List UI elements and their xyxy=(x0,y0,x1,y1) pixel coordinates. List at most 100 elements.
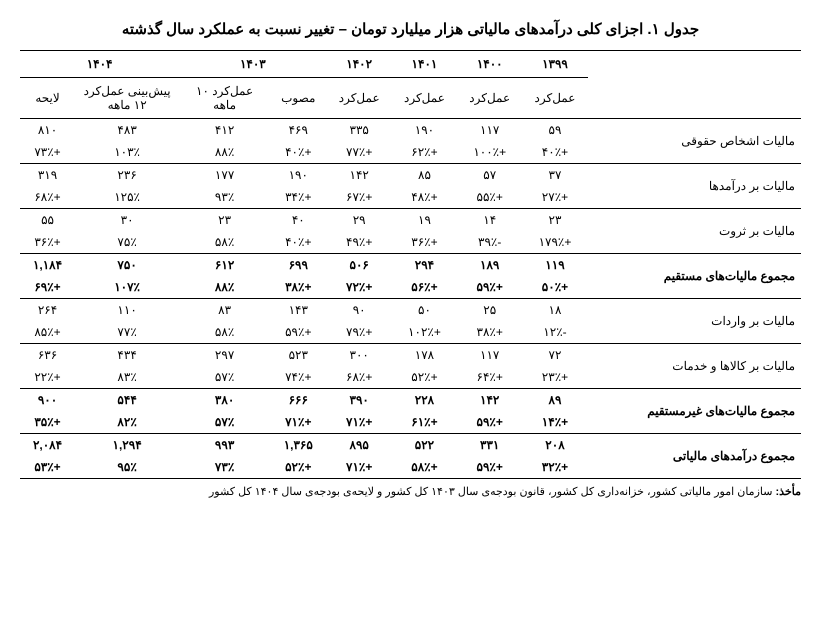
cell-value: ۱۴۳ xyxy=(270,299,327,322)
cell-pct: +۵۲٪ xyxy=(270,456,327,479)
cell-pct: +۷۱٪ xyxy=(270,411,327,434)
tax-table: ۱۳۹۹ ۱۴۰۰ ۱۴۰۱ ۱۴۰۲ ۱۴۰۳ ۱۴۰۴ عمل‌کرد عم… xyxy=(20,50,801,479)
cell-pct: -۱۲٪ xyxy=(522,321,587,344)
cell-value: ۴۰ xyxy=(270,209,327,232)
cell-pct: +۳۲٪ xyxy=(522,456,587,479)
footnote: مأخذ: سازمان امور مالیاتی کشور، خزانه‌دا… xyxy=(20,485,801,498)
table-body: مالیات اشخاص حقوقی۵۹۱۱۷۱۹۰۳۳۵۴۶۹۴۱۲۴۸۳۸۱… xyxy=(20,119,801,479)
blank-subheader xyxy=(588,78,801,119)
cell-value: ۴۱۲ xyxy=(179,119,270,142)
cell-pct: ۵۸٪ xyxy=(179,231,270,254)
cell-value: ۲۳ xyxy=(179,209,270,232)
cell-value: ۱۸ xyxy=(522,299,587,322)
cell-pct: +۵۵٪ xyxy=(457,186,522,209)
subh-c3: عمل‌کرد xyxy=(327,78,392,119)
cell-value: ۱۸۹ xyxy=(457,254,522,277)
cell-value: ۴۸۳ xyxy=(75,119,179,142)
cell-pct: ۵۷٪ xyxy=(179,366,270,389)
cell-pct: ۱۲۵٪ xyxy=(75,186,179,209)
cell-pct: -۳۹٪ xyxy=(457,231,522,254)
cell-pct: +۶۱٪ xyxy=(392,411,457,434)
cell-value: ۸۵ xyxy=(392,164,457,187)
cell-value: ۹۹۳ xyxy=(179,434,270,457)
cell-pct: +۷۳٪ xyxy=(20,141,75,164)
cell-pct: +۳۴٪ xyxy=(270,186,327,209)
cell-pct: +۲۲٪ xyxy=(20,366,75,389)
row-label: مجموع مالیات‌های مستقیم xyxy=(588,254,801,299)
cell-pct: ۷۷٪ xyxy=(75,321,179,344)
cell-value: ۱۹۰ xyxy=(270,164,327,187)
cell-value: ۱۴۲ xyxy=(457,389,522,412)
cell-value: ۹۰ xyxy=(327,299,392,322)
cell-value: ۳۱۹ xyxy=(20,164,75,187)
cell-pct: +۵۶٪ xyxy=(392,276,457,299)
cell-pct: +۶۷٪ xyxy=(327,186,392,209)
sub-header-row: عمل‌کرد عمل‌کرد عمل‌کرد عمل‌کرد مصوب عمل… xyxy=(20,78,801,119)
cell-value: ۱۷۷ xyxy=(179,164,270,187)
cell-value: ۳۳۵ xyxy=(327,119,392,142)
cell-value: ۵۹ xyxy=(522,119,587,142)
cell-pct: +۵۲٪ xyxy=(392,366,457,389)
cell-pct: ۷۵٪ xyxy=(75,231,179,254)
cell-pct: ۸۸٪ xyxy=(179,276,270,299)
cell-pct: +۱۷۹٪ xyxy=(522,231,587,254)
cell-pct: ۱۰۷٪ xyxy=(75,276,179,299)
cell-value: ۸۱۰ xyxy=(20,119,75,142)
cell-value: ۲۰۸ xyxy=(522,434,587,457)
cell-value: ۲۶۴ xyxy=(20,299,75,322)
cell-value: ۵۴۴ xyxy=(75,389,179,412)
cell-pct: ۱۰۳٪ xyxy=(75,141,179,164)
cell-pct: +۷۷٪ xyxy=(327,141,392,164)
cell-pct: +۲۳٪ xyxy=(522,366,587,389)
cell-value: ۳۷ xyxy=(522,164,587,187)
subh-c7: لایحه xyxy=(20,78,75,119)
table-row: مجموع مالیات‌های مستقیم۱۱۹۱۸۹۲۹۴۵۰۶۶۹۹۶۱… xyxy=(20,254,801,277)
cell-pct: +۴۰٪ xyxy=(270,141,327,164)
cell-pct: +۶۴٪ xyxy=(457,366,522,389)
cell-pct: +۵۸٪ xyxy=(392,456,457,479)
cell-value: ۶۳۶ xyxy=(20,344,75,367)
cell-pct: +۶۹٪ xyxy=(20,276,75,299)
cell-pct: +۱۰۰٪ xyxy=(457,141,522,164)
cell-value: ۲۹۴ xyxy=(392,254,457,277)
cell-pct: +۶۸٪ xyxy=(20,186,75,209)
cell-pct: +۵۹٪ xyxy=(270,321,327,344)
cell-pct: +۸۵٪ xyxy=(20,321,75,344)
cell-pct: +۵۹٪ xyxy=(457,456,522,479)
cell-value: ۵۵ xyxy=(20,209,75,232)
cell-value: ۵۲۲ xyxy=(392,434,457,457)
cell-pct: +۳۵٪ xyxy=(20,411,75,434)
cell-pct: +۳۶٪ xyxy=(392,231,457,254)
cell-pct: +۳۸٪ xyxy=(270,276,327,299)
year-1399: ۱۳۹۹ xyxy=(522,51,587,78)
row-label: مجموع مالیات‌های غیرمستقیم xyxy=(588,389,801,434)
cell-value: ۱,۲۹۴ xyxy=(75,434,179,457)
cell-value: ۱۴۲ xyxy=(327,164,392,187)
year-1400: ۱۴۰۰ xyxy=(457,51,522,78)
cell-value: ۷۵۰ xyxy=(75,254,179,277)
cell-value: ۵۰۶ xyxy=(327,254,392,277)
footnote-label: مأخذ: xyxy=(776,486,801,498)
subh-c1: عمل‌کرد xyxy=(457,78,522,119)
cell-value: ۸۹۵ xyxy=(327,434,392,457)
cell-value: ۳۰۰ xyxy=(327,344,392,367)
year-header-row: ۱۳۹۹ ۱۴۰۰ ۱۴۰۱ ۱۴۰۲ ۱۴۰۳ ۱۴۰۴ xyxy=(20,51,801,78)
cell-value: ۲۲۸ xyxy=(392,389,457,412)
cell-pct: +۳۸٪ xyxy=(457,321,522,344)
blank-header xyxy=(588,51,801,78)
cell-value: ۵۷ xyxy=(457,164,522,187)
row-label: مالیات بر ثروت xyxy=(588,209,801,254)
cell-value: ۲۳۶ xyxy=(75,164,179,187)
cell-value: ۲۳ xyxy=(522,209,587,232)
table-row: مالیات اشخاص حقوقی۵۹۱۱۷۱۹۰۳۳۵۴۶۹۴۱۲۴۸۳۸۱… xyxy=(20,119,801,142)
row-label: مالیات اشخاص حقوقی xyxy=(588,119,801,164)
cell-pct: +۱۰۲٪ xyxy=(392,321,457,344)
cell-pct: +۳۶٪ xyxy=(20,231,75,254)
cell-pct: ۸۲٪ xyxy=(75,411,179,434)
cell-value: ۱۹ xyxy=(392,209,457,232)
cell-pct: +۷۹٪ xyxy=(327,321,392,344)
row-label: مجموع درآمدهای مالیاتی xyxy=(588,434,801,479)
cell-value: ۱,۳۶۵ xyxy=(270,434,327,457)
subh-c6: پیش‌بینی عمل‌کرد ۱۲ ماهه xyxy=(75,78,179,119)
cell-pct: ۸۳٪ xyxy=(75,366,179,389)
